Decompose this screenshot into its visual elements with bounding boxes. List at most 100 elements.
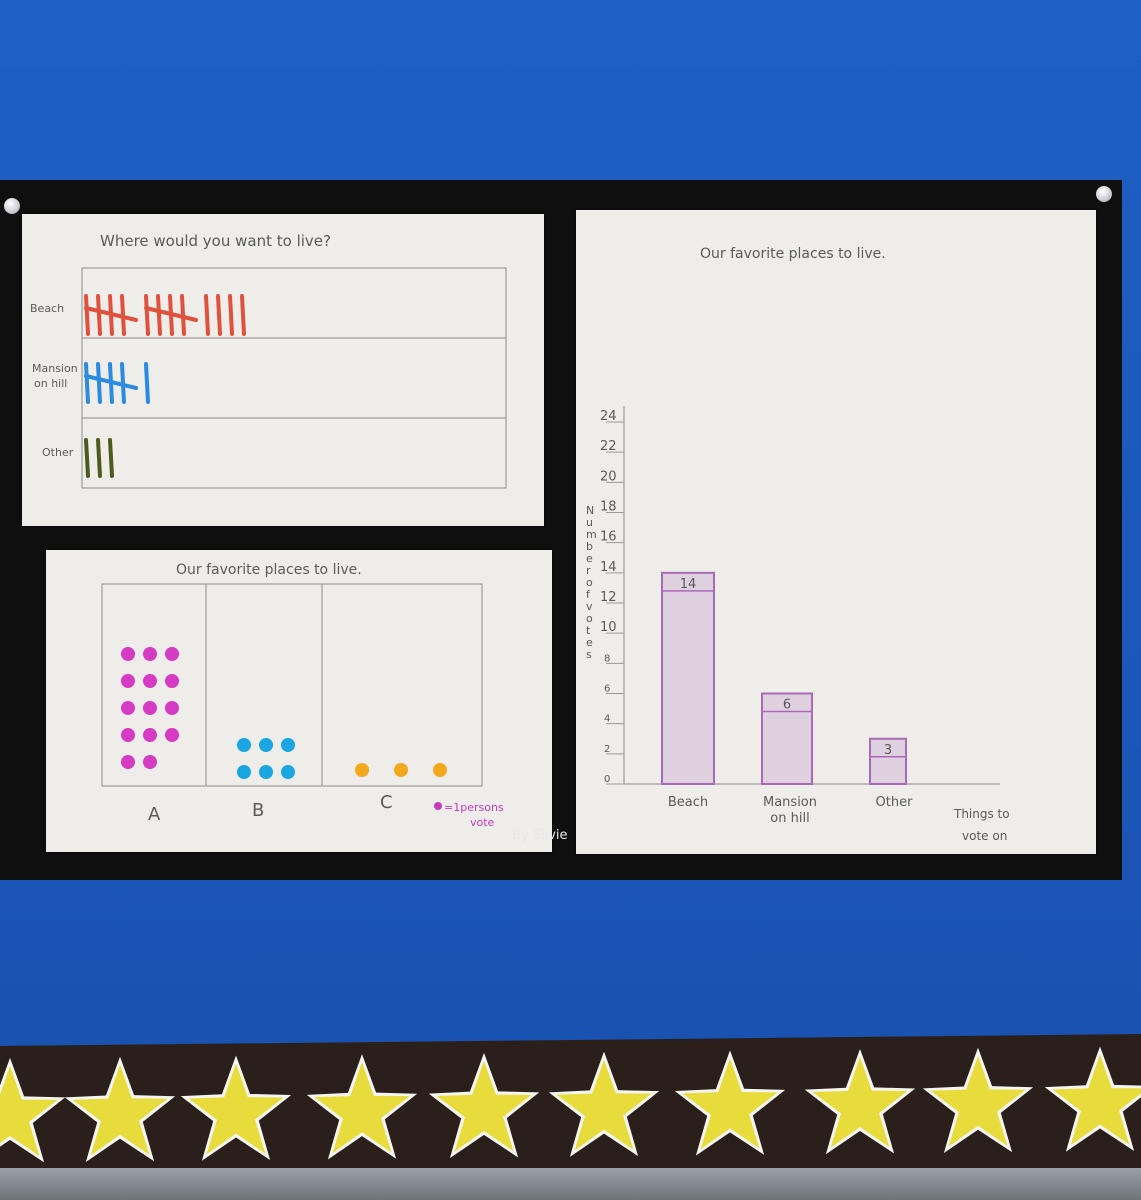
y-axis-label-letter: e: [586, 552, 593, 565]
star-icon: [812, 1056, 908, 1148]
pictograph-column-label: B: [252, 800, 264, 821]
bar-chart: Our favorite places to live. Numberofvot…: [586, 246, 1010, 843]
pictograph-dot: [121, 647, 135, 661]
tally-row-label: Mansion: [32, 362, 78, 375]
star-icon: [72, 1064, 168, 1156]
pictograph-dot: [237, 765, 251, 779]
star-icon: [436, 1060, 532, 1152]
star-icon: [188, 1063, 284, 1155]
y-tick-label: 12: [600, 590, 617, 605]
tally-mark: [84, 362, 90, 404]
star-icon: [930, 1055, 1026, 1147]
pictograph-key-text: vote: [470, 816, 495, 829]
pictograph-dots: [121, 647, 447, 779]
tally-mark: [240, 294, 246, 336]
tally-chart-paper: Where would you want to live? Beach Mans…: [22, 214, 544, 526]
y-tick-label: 10: [600, 620, 617, 635]
x-axis-label: Things to: [953, 807, 1010, 821]
y-axis-label-letter: b: [586, 540, 593, 553]
push-pin-icon: [4, 198, 20, 214]
bar: [869, 737, 907, 785]
x-axis-label: vote on: [962, 829, 1007, 843]
pictograph-dot: [121, 701, 135, 715]
pictograph-key-text: =1persons: [444, 801, 504, 814]
star-icon: [0, 1065, 58, 1157]
tally-mark: [84, 438, 90, 478]
y-axis-label-letter: e: [586, 636, 593, 649]
y-axis-label-letter: o: [586, 612, 593, 625]
tally-mark: [216, 294, 222, 336]
bars: 14 6 3: [661, 571, 907, 786]
x-category-label: Mansion: [763, 795, 817, 810]
tally-mark: [156, 294, 162, 336]
tally-mark: [84, 294, 90, 336]
bar-chart-title: Our favorite places to live.: [700, 246, 886, 262]
y-tick-label: 6: [604, 684, 610, 695]
y-axis-label-letter: v: [586, 600, 593, 613]
tally-slash: [84, 374, 138, 390]
push-pin-icon: [1096, 186, 1112, 202]
bar-data-label: 3: [884, 743, 892, 758]
pictograph-dot: [281, 765, 295, 779]
pictograph-frame: [101, 583, 483, 787]
tally-row-label: on hill: [34, 377, 67, 390]
tally-mark: [144, 362, 150, 404]
y-axis-label-letter: f: [586, 588, 591, 601]
pictograph-dot: [259, 765, 273, 779]
pictograph-column-label: A: [148, 804, 161, 825]
tally-mark: [144, 294, 150, 336]
x-category-label: Other: [876, 795, 914, 810]
x-category-label: Beach: [668, 795, 708, 810]
tally-title: Where would you want to live?: [100, 232, 331, 250]
star-border: [0, 1046, 1141, 1164]
shelf-ledge: [0, 1168, 1141, 1200]
pictograph-dot: [165, 701, 179, 715]
author-credit: By Silvie: [512, 828, 568, 843]
tally-mark: [96, 362, 102, 404]
tally-mark: [108, 438, 114, 478]
y-tick-label: 22: [600, 439, 617, 454]
pictograph-dot: [143, 674, 157, 688]
pictograph-column-label: C: [380, 792, 393, 813]
tally-slash: [144, 306, 198, 322]
pictograph-dot: [121, 728, 135, 742]
tally-row-label: Beach: [30, 302, 64, 315]
pictograph-dot: [165, 674, 179, 688]
pictograph-paper: Our favorite places to live. A B C =1per…: [46, 550, 552, 852]
pictograph-dot: [259, 738, 273, 752]
y-tick-label: 24: [600, 409, 617, 424]
tally-row-label: Other: [42, 446, 74, 459]
y-axis-label-letter: o: [586, 576, 593, 589]
y-tick-label: 14: [600, 560, 617, 575]
pictograph-dot: [143, 647, 157, 661]
pictograph-dot: [281, 738, 295, 752]
pictograph-dot: [355, 763, 369, 777]
pictograph-title: Our favorite places to live.: [176, 562, 362, 578]
pictograph-dot: [433, 763, 447, 777]
star-icon: [314, 1062, 410, 1153]
bar: [761, 692, 813, 785]
y-axis-label-letter: t: [586, 624, 591, 637]
y-tick-label: 2: [604, 744, 610, 755]
pictograph-dot: [165, 647, 179, 661]
star-border-strip: [0, 1034, 1141, 1182]
bar-data-label: 14: [680, 577, 697, 592]
y-tick-label: 18: [600, 500, 617, 515]
y-axis-label-letter: s: [586, 648, 592, 661]
bar: [661, 571, 715, 786]
tally-chart: Where would you want to live? Beach Mans…: [30, 232, 507, 489]
y-tick-label: 8: [604, 653, 610, 664]
pictograph-dot: [143, 701, 157, 715]
y-tick-label: 20: [600, 469, 617, 484]
pictograph-dot: [165, 728, 179, 742]
pictograph-dot: [394, 763, 408, 777]
pictograph-dot: [121, 755, 135, 769]
x-category-label: on hill: [770, 811, 809, 826]
tally-mark: [228, 294, 234, 336]
y-tick-label: 4: [604, 714, 610, 725]
bar-data-label: 6: [783, 698, 791, 713]
y-tick-label: 0: [604, 774, 610, 785]
